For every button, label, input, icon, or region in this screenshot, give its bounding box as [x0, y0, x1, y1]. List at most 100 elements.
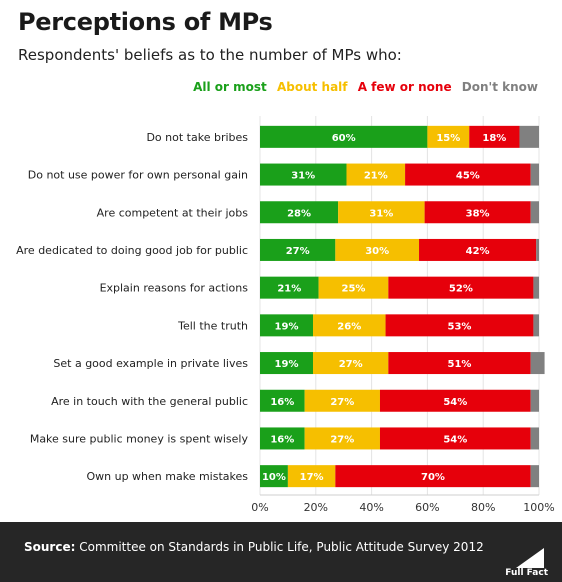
bar-segment: [260, 314, 314, 337]
legend-item-all-or-most: All or most: [193, 80, 267, 94]
data-label: 16%: [270, 434, 294, 445]
data-label: 31%: [291, 171, 315, 182]
logo-text: Full Fact: [505, 568, 548, 578]
bar-segment: [530, 163, 539, 186]
data-label: 70%: [421, 472, 445, 483]
full-fact-logo-icon: [516, 548, 544, 568]
data-label: 25%: [341, 284, 365, 295]
bar-segment: [385, 314, 534, 337]
category-label: Do not take bribes: [146, 131, 248, 144]
data-label: 28%: [287, 208, 311, 219]
x-tick-label: 60%: [415, 501, 439, 514]
chart-subtitle: Respondents' beliefs as to the number of…: [18, 46, 402, 64]
bar-segment: [260, 201, 339, 224]
category-label: Are competent at their jobs: [97, 206, 249, 219]
data-label: 15%: [436, 133, 460, 144]
legend-item-few-or-none: A few or none: [357, 80, 452, 94]
bar-segment: [533, 314, 539, 337]
bar-segment: [304, 389, 380, 412]
bar-segment: [260, 163, 347, 186]
data-label: 27%: [286, 246, 310, 257]
footer: Source: Committee on Standards in Public…: [0, 522, 562, 582]
data-label: 38%: [466, 208, 490, 219]
category-label: Tell the truth: [177, 319, 248, 332]
full-fact-logo: Full Fact: [505, 546, 548, 578]
category-label: Make sure public money is spent wisely: [30, 432, 249, 445]
bar-segment: [287, 465, 336, 488]
source-label: Source:: [24, 540, 76, 554]
x-tick-label: 40%: [359, 501, 383, 514]
bar-chart: 0% 20% 40% 60% 80% 100% Do not take bribes 60% 1…: [16, 116, 555, 514]
bar-segment: [346, 163, 406, 186]
x-tick-label: 20%: [304, 501, 328, 514]
data-label: 27%: [330, 434, 354, 445]
data-label: 42%: [466, 246, 490, 257]
data-label: 21%: [364, 171, 388, 182]
bar-segment: [419, 238, 537, 261]
bar-segment: [313, 352, 389, 375]
bar-segment: [530, 201, 539, 224]
source-note: Source: Committee on Standards in Public…: [24, 540, 484, 554]
bar-segment: [260, 389, 305, 412]
bar-segment: [260, 276, 319, 299]
category-label: Explain reasons for actions: [100, 282, 249, 295]
data-label: 19%: [275, 321, 299, 332]
data-label: 27%: [330, 397, 354, 408]
source-text: Committee on Standards in Public Life, P…: [79, 540, 484, 554]
bar-segment: [424, 201, 531, 224]
bar-segment: [530, 352, 545, 375]
bar-segment: [388, 276, 534, 299]
bar-segment: [379, 389, 531, 412]
data-label: 31%: [369, 208, 393, 219]
category-label: Do not use power for own personal gain: [28, 169, 248, 182]
data-label: 21%: [277, 284, 301, 295]
bar-segment: [260, 465, 288, 488]
bar-segment: [260, 125, 428, 148]
data-label: 53%: [448, 321, 472, 332]
legend-item-about-half: About half: [276, 80, 348, 94]
x-tick-label: 0%: [251, 501, 268, 514]
category-label: Own up when make mistakes: [86, 470, 248, 483]
data-label: 17%: [300, 472, 324, 483]
bar-segment: [260, 427, 305, 450]
data-label: 27%: [339, 359, 363, 370]
bar-segment: [530, 389, 539, 412]
bar-segment: [260, 238, 336, 261]
chart-title: Perceptions of MPs: [18, 8, 273, 36]
category-label: Set a good example in private lives: [53, 357, 248, 370]
data-label: 16%: [270, 397, 294, 408]
data-label: 19%: [275, 359, 299, 370]
bar-segment: [313, 314, 386, 337]
bar-segment: [530, 465, 539, 488]
data-label: 54%: [443, 397, 467, 408]
bar-segment: [388, 352, 531, 375]
bar-segment: [519, 125, 539, 148]
bar-segment: [536, 238, 539, 261]
bar-segment: [338, 201, 425, 224]
bar-segment: [427, 125, 470, 148]
data-label: 52%: [449, 284, 473, 295]
data-label: 54%: [443, 434, 467, 445]
category-label: Are in touch with the general public: [51, 395, 248, 408]
bar-segment: [335, 238, 420, 261]
bar-segment: [304, 427, 380, 450]
bar-segment: [260, 352, 314, 375]
bar-segment: [405, 163, 531, 186]
data-label: 45%: [456, 171, 480, 182]
x-tick-label: 100%: [523, 501, 554, 514]
bar-segment: [379, 427, 531, 450]
bar-segment: [318, 276, 389, 299]
legend-item-dont-know: Don't know: [461, 80, 538, 94]
bar-segment: [533, 276, 539, 299]
x-tick-label: 80%: [471, 501, 495, 514]
data-label: 30%: [365, 246, 389, 257]
category-label: Are dedicated to doing good job for publ…: [16, 244, 248, 257]
data-label: 26%: [337, 321, 361, 332]
bar-segment: [530, 427, 539, 450]
bar-segment: [469, 125, 520, 148]
data-label: 10%: [262, 472, 286, 483]
data-label: 18%: [482, 133, 506, 144]
data-label: 60%: [332, 133, 356, 144]
chart-legend: All or most About half A few or none Don…: [187, 80, 538, 94]
bar-segment: [335, 465, 531, 488]
